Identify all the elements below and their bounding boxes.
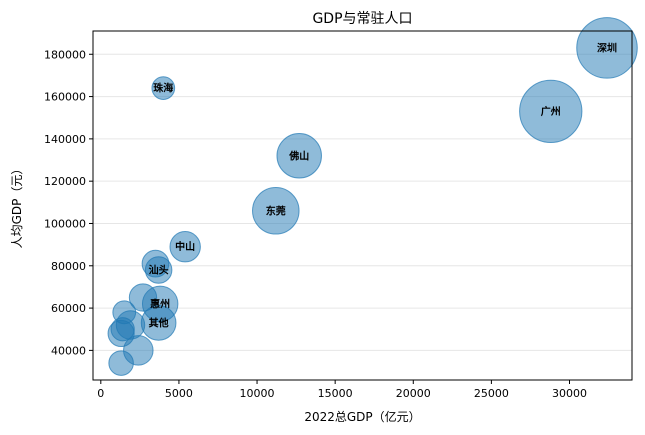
x-tick-label: 30000 — [552, 387, 587, 400]
y-tick-label: 80000 — [51, 260, 86, 273]
y-tick-label: 140000 — [44, 133, 86, 146]
bubble-汕头 — [144, 256, 173, 284]
bubble-佛山 — [276, 133, 322, 179]
x-axis: 0 5000 10000 15000 20000 25000 30000 — [97, 380, 587, 400]
bubble-深圳 — [576, 17, 638, 79]
bubble — [108, 350, 134, 376]
bubble-label: 中山 — [175, 240, 195, 253]
chart-title: GDP与常驻人口 — [312, 11, 412, 27]
bubble-label: 广州 — [541, 105, 561, 118]
bubble-label: 东莞 — [266, 204, 286, 217]
bubble-label: 深圳 — [597, 41, 617, 54]
x-tick-label: 5000 — [165, 387, 193, 400]
y-tick-label: 60000 — [51, 302, 86, 315]
y-tick-label: 160000 — [44, 91, 86, 104]
grid-lines — [93, 53, 632, 351]
y-tick-label: 40000 — [51, 344, 86, 357]
bubble-珠海 — [151, 76, 176, 100]
x-axis-title: 2022总GDP（亿元） — [304, 409, 420, 424]
bubble-广州 — [519, 79, 583, 144]
bubble-label: 佛山 — [288, 149, 309, 162]
y-axis-title: 人均GDP（元） — [10, 163, 24, 249]
x-tick-label: 15000 — [318, 387, 353, 400]
bubble-label: 珠海 — [153, 82, 173, 95]
y-tick-label: 120000 — [44, 175, 86, 188]
bubble-label: 汕头 — [149, 264, 169, 277]
x-tick-label: 10000 — [240, 387, 275, 400]
x-tick-label: 25000 — [474, 387, 509, 400]
x-tick-label: 20000 — [396, 387, 431, 400]
bubble-东莞 — [252, 187, 300, 235]
y-tick-label: 180000 — [44, 48, 86, 61]
bubbles — [107, 17, 638, 376]
plot-frame — [92, 30, 633, 381]
bubble — [112, 300, 137, 325]
x-tick-label: 0 — [97, 387, 104, 400]
bubble-label: 其他 — [149, 316, 169, 329]
bubble-中山 — [169, 231, 201, 263]
y-tick-label: 100000 — [44, 217, 86, 230]
bubble — [128, 283, 158, 312]
y-axis: 40000 60000 80000 100000 120000 140000 160000 1… — [44, 48, 93, 357]
bubble-label: 惠州 — [150, 297, 170, 310]
